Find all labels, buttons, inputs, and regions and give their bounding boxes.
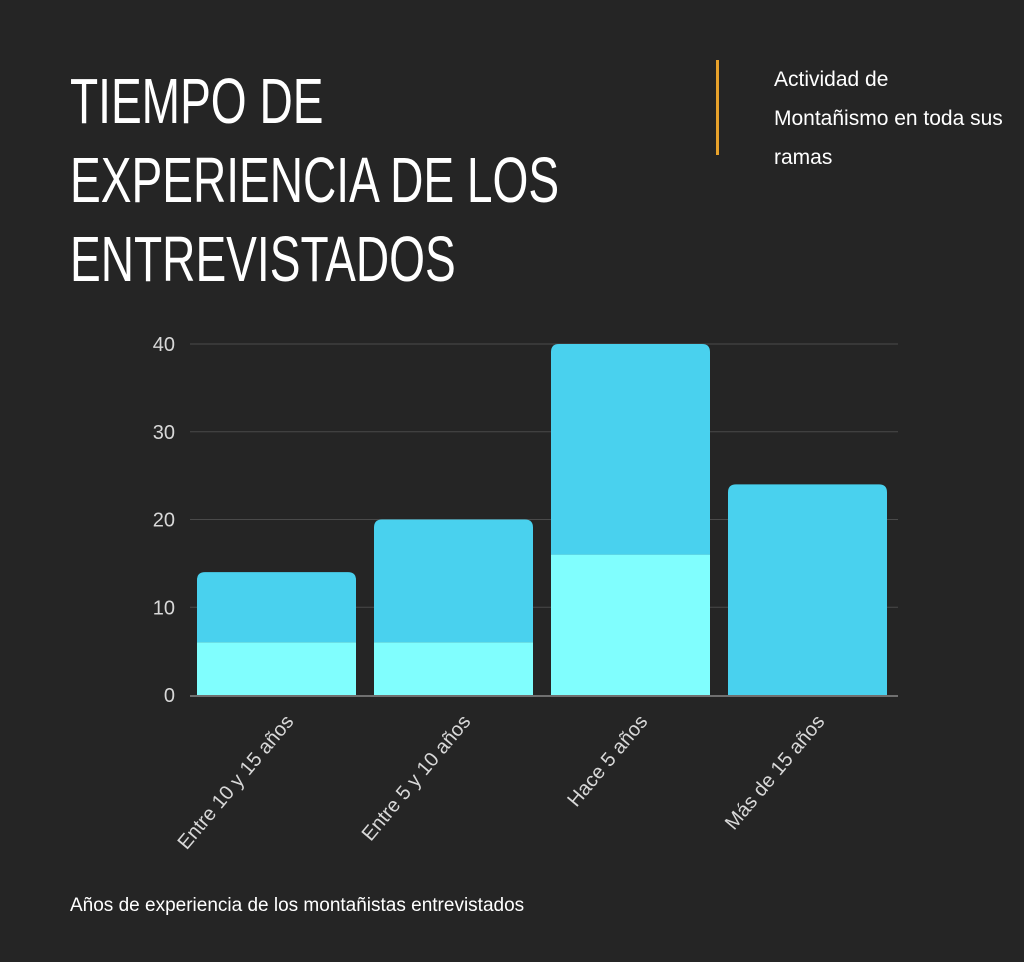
y-tick-label: 30 xyxy=(153,422,175,444)
chart-footnote: Años de experiencia de los montañistas e… xyxy=(70,895,525,916)
x-tick-label: Más de 15 años xyxy=(721,711,829,834)
chart-title: TIEMPO DE EXPERIENCIA DE LOS ENTREVISTAD… xyxy=(70,62,560,299)
y-tick-label: 0 xyxy=(164,685,175,707)
bar-segment-lower xyxy=(374,642,533,695)
x-tick-label: Entre 10 y 15 años xyxy=(174,711,299,854)
y-tick-label: 10 xyxy=(153,597,175,619)
x-tick-label: Hace 5 años xyxy=(563,711,652,811)
title-line-2: EXPERIENCIA DE LOS xyxy=(70,144,560,216)
bar-segment-upper xyxy=(728,484,887,695)
bar-segment-upper xyxy=(374,519,533,643)
bar-segment-upper xyxy=(197,572,356,643)
bar-segment-lower xyxy=(197,642,356,695)
bar-segment-upper xyxy=(551,344,710,555)
bar-segment-lower xyxy=(551,554,710,695)
title-line-1: TIEMPO DE xyxy=(70,65,324,137)
y-tick-label: 20 xyxy=(153,510,175,532)
y-tick-label: 40 xyxy=(153,334,175,356)
x-tick-label: Entre 5 y 10 años xyxy=(358,711,476,845)
chart-subtitle: Actividad de Montañismo en toda sus rama… xyxy=(774,68,1003,169)
title-line-3: ENTREVISTADOS xyxy=(70,223,456,295)
accent-divider xyxy=(716,60,719,155)
